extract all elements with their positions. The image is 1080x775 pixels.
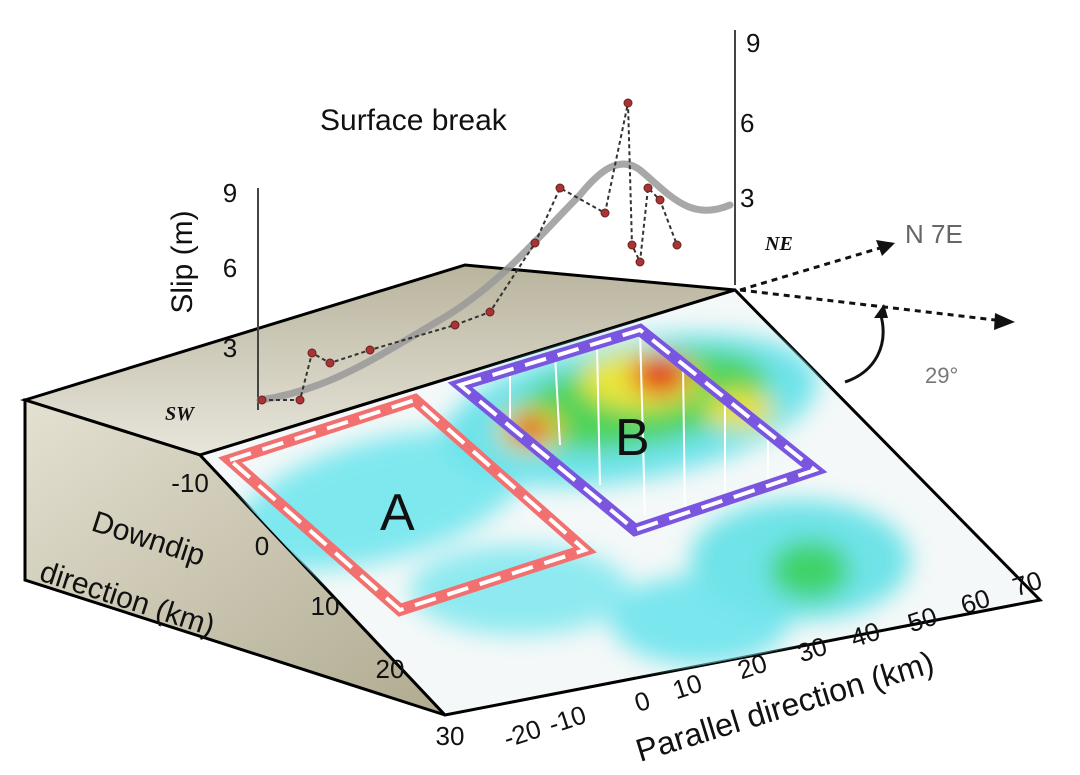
box-a: A	[218, 393, 597, 617]
tick-label: 9	[746, 28, 760, 58]
tick-label: 10	[311, 591, 340, 621]
slip-point	[635, 257, 645, 267]
box-b: B	[447, 323, 828, 537]
slip-point	[600, 208, 610, 218]
tick-label: 10	[669, 668, 706, 705]
tick-label: 0	[255, 531, 269, 561]
slip-point	[623, 98, 633, 108]
slip-point	[307, 348, 317, 358]
slip-point	[365, 345, 375, 355]
direction-label: N 7E	[905, 219, 963, 249]
slip-point	[530, 238, 540, 248]
tick-label: 6	[223, 253, 237, 283]
slip-point	[450, 320, 460, 330]
ne-label: NE	[764, 233, 793, 255]
tick-label: 30	[436, 721, 465, 751]
tick-label: -20	[500, 713, 545, 753]
axis-label: Slip (m)	[166, 210, 199, 313]
tick-label: 0	[631, 685, 654, 718]
tick-label: -10	[545, 699, 590, 739]
slip-point	[485, 307, 495, 317]
tick-label: 6	[740, 108, 754, 138]
slip-point	[655, 195, 665, 205]
tick-label: 3	[740, 183, 754, 213]
slip-point	[295, 395, 305, 405]
slip-point	[325, 358, 335, 368]
slip-point	[627, 240, 637, 250]
orientation: N 7E 29°	[739, 219, 1015, 388]
tick-label: -10	[171, 468, 209, 498]
box-label: A	[380, 484, 415, 542]
sw-label: SW	[165, 403, 195, 425]
slip-plot: 9 6 3 9 6 3 Surface break Slip (m) SW NE	[165, 28, 793, 425]
slip-point	[672, 240, 682, 250]
plot-title: Surface break	[320, 104, 508, 137]
tick-label: 9	[223, 178, 237, 208]
angle-label: 29°	[925, 363, 958, 388]
slip-point	[643, 183, 653, 193]
tick-label: 3	[223, 333, 237, 363]
tick-label: 20	[376, 654, 405, 684]
slip-point	[257, 395, 267, 405]
box-label: B	[615, 409, 650, 467]
slip-point	[555, 183, 565, 193]
